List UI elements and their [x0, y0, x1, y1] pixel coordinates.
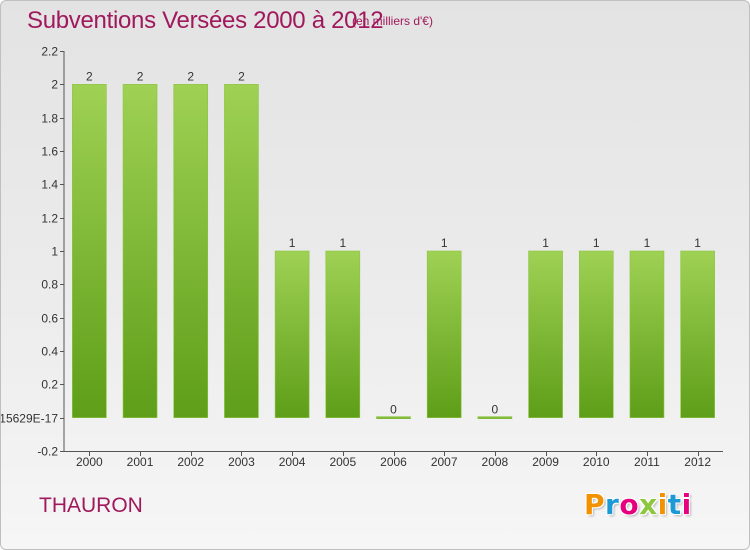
x-tick-label: 2009 — [532, 455, 559, 469]
y-tick-label: 2.2 — [41, 45, 58, 59]
logo-letter: i — [681, 488, 692, 521]
y-tick-label: -0.2 — [37, 445, 58, 459]
y-tick-label: 1.6 — [41, 145, 58, 159]
x-tick-label: 2007 — [431, 455, 458, 469]
y-tick-label: 0.2 — [41, 378, 58, 392]
bar — [528, 250, 563, 418]
y-tick-label: 1.2 — [41, 212, 58, 226]
bar — [72, 84, 107, 418]
x-tick-label: 2006 — [380, 455, 407, 469]
proxiti-logo: Proxiti — [584, 488, 692, 521]
chart-subtitle: (en milliers d'€) — [352, 14, 433, 28]
logo-letter: o — [619, 488, 640, 521]
bar — [274, 250, 310, 418]
bar-value-label: 1 — [542, 236, 549, 250]
bar-value-label: 0 — [492, 403, 499, 417]
bar-value-label: 1 — [289, 236, 296, 250]
y-tick-label: 1.8 — [41, 112, 58, 126]
bar — [629, 250, 665, 418]
bar — [680, 250, 715, 418]
x-tick-label: 2000 — [76, 455, 103, 469]
x-tick-label: 2002 — [177, 455, 204, 469]
logo-letter: i — [657, 488, 668, 521]
bar — [578, 250, 614, 418]
chart-title: Subventions Versées 2000 à 2012 — [27, 7, 384, 34]
bar-value-label: 1 — [441, 236, 448, 250]
bar — [122, 84, 158, 418]
bar-value-label: 2 — [238, 69, 245, 83]
bar — [173, 84, 209, 418]
bar-value-label: 1 — [593, 236, 600, 250]
logo-letter: r — [605, 488, 620, 521]
x-tick-label: 2012 — [684, 455, 711, 469]
y-tick-label: -1.15629E-17 — [1, 412, 58, 426]
bar — [325, 250, 361, 418]
bar — [426, 250, 462, 418]
logo-letter: P — [584, 488, 606, 521]
x-tick-label: 2008 — [482, 455, 509, 469]
bar-value-label: 1 — [694, 236, 701, 250]
x-tick-label: 2003 — [228, 455, 255, 469]
commune-name: THAURON — [39, 494, 143, 517]
x-tick-label: 2004 — [279, 455, 306, 469]
y-tick-label: 0.4 — [41, 345, 58, 359]
bar — [477, 416, 513, 419]
y-tick-label: 0.8 — [41, 278, 58, 292]
logo-letter: t — [667, 488, 682, 521]
y-tick-label: 1.4 — [41, 178, 58, 192]
x-tick-label: 2001 — [127, 455, 154, 469]
bar — [224, 84, 259, 418]
bar-value-label: 1 — [339, 236, 346, 250]
logo-letter: x — [639, 488, 658, 521]
y-tick-label: 1 — [51, 245, 58, 259]
y-tick-label: 2 — [51, 78, 58, 92]
y-tick-label: 0.6 — [41, 312, 58, 326]
bar-value-label: 0 — [390, 403, 397, 417]
x-tick-label: 2010 — [583, 455, 610, 469]
bar-value-label: 2 — [187, 69, 194, 83]
bar-value-label: 2 — [86, 69, 93, 83]
bar-value-label: 1 — [644, 236, 651, 250]
x-tick-label: 2011 — [634, 455, 660, 469]
x-tick-label: 2005 — [329, 455, 356, 469]
bar — [376, 416, 411, 419]
bar-value-label: 2 — [137, 69, 144, 83]
